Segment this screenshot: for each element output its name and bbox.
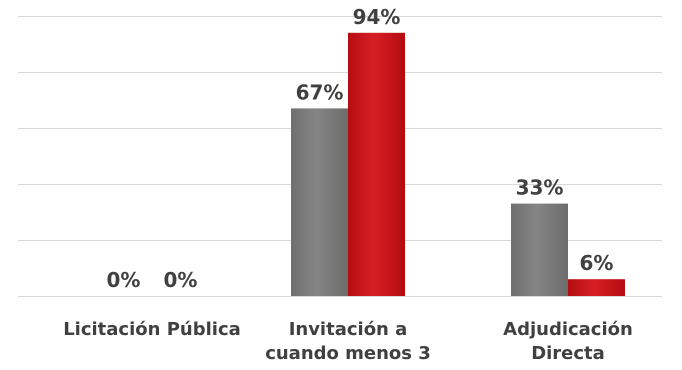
data-labels-group: 0% 67% 33% 0% 94% 6% [107, 5, 614, 292]
bar-series-1-category-3 [511, 203, 568, 296]
bar-series-2-category-2 [348, 32, 405, 297]
category-label-3: Adjudicación Directa [503, 319, 633, 364]
data-label-series-1-category-1: 0% [107, 268, 141, 292]
data-label-series-2-category-2: 94% [353, 5, 401, 29]
category-label-1: Licitación Pública [63, 319, 241, 340]
data-label-series-1-category-3: 33% [516, 176, 564, 200]
data-label-series-1-category-2: 67% [296, 80, 344, 104]
data-label-series-2-category-3: 6% [580, 251, 614, 275]
category-label-2: Invitación a cuando menos 3 [265, 319, 431, 364]
bar-series-2-category-3 [568, 279, 625, 296]
category-labels-group: Licitación Pública Invitación a cuando men… [63, 319, 633, 364]
bar-series-1-category-2 [291, 108, 348, 297]
bars-group [291, 32, 625, 297]
data-label-series-2-category-1: 0% [164, 268, 198, 292]
